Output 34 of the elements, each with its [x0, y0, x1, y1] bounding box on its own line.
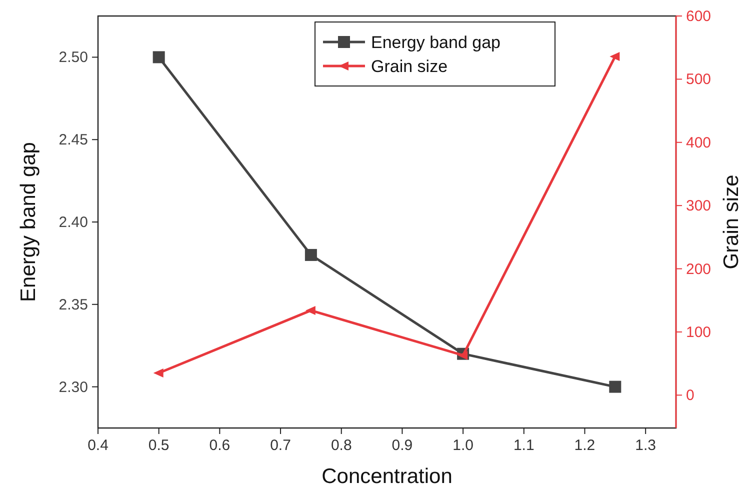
- y2-tick-label: 200: [686, 260, 712, 278]
- y-tick-label: 2.50: [58, 49, 88, 66]
- x-axis-title: Concentration: [322, 465, 452, 488]
- y2-tick-label: 600: [686, 8, 712, 25]
- y-tick-label: 2.45: [58, 132, 88, 149]
- x-tick-label: 0.6: [209, 437, 230, 454]
- y-tick-label: 2.40: [58, 214, 88, 231]
- point: [609, 380, 622, 393]
- point: [610, 52, 620, 61]
- y2-tick-label: 100: [686, 324, 712, 341]
- x-tick-label: 0.9: [392, 437, 413, 454]
- y2-tick-label: 500: [686, 71, 712, 88]
- y-tick-label: 2.35: [58, 296, 88, 314]
- point: [153, 368, 164, 378]
- x-tick-label: 1.1: [513, 437, 534, 454]
- x-tick-label: 0.7: [270, 437, 291, 454]
- legend-label: Energy band gap: [371, 33, 500, 52]
- y-axis-title: Energy band gap: [17, 142, 40, 302]
- point: [152, 51, 165, 64]
- y2-axis-title: Grain size: [720, 174, 743, 270]
- legend-label: Grain size: [371, 57, 448, 76]
- y2-tick-label: 0: [686, 387, 694, 404]
- y2-tick-label: 300: [686, 198, 712, 215]
- point: [458, 350, 468, 360]
- x-tick-label: 0.8: [330, 437, 352, 454]
- x-tick-label: 1.0: [452, 437, 474, 454]
- x-tick-label: 1.3: [635, 437, 656, 454]
- point: [305, 306, 316, 315]
- y-tick-label: 2.30: [58, 378, 88, 396]
- x-tick-label: 0.4: [88, 437, 108, 454]
- y2-tick-label: 400: [686, 134, 712, 152]
- x-tick-label: 1.2: [574, 437, 596, 454]
- point: [304, 248, 317, 261]
- x-tick-label: 0.5: [148, 437, 170, 454]
